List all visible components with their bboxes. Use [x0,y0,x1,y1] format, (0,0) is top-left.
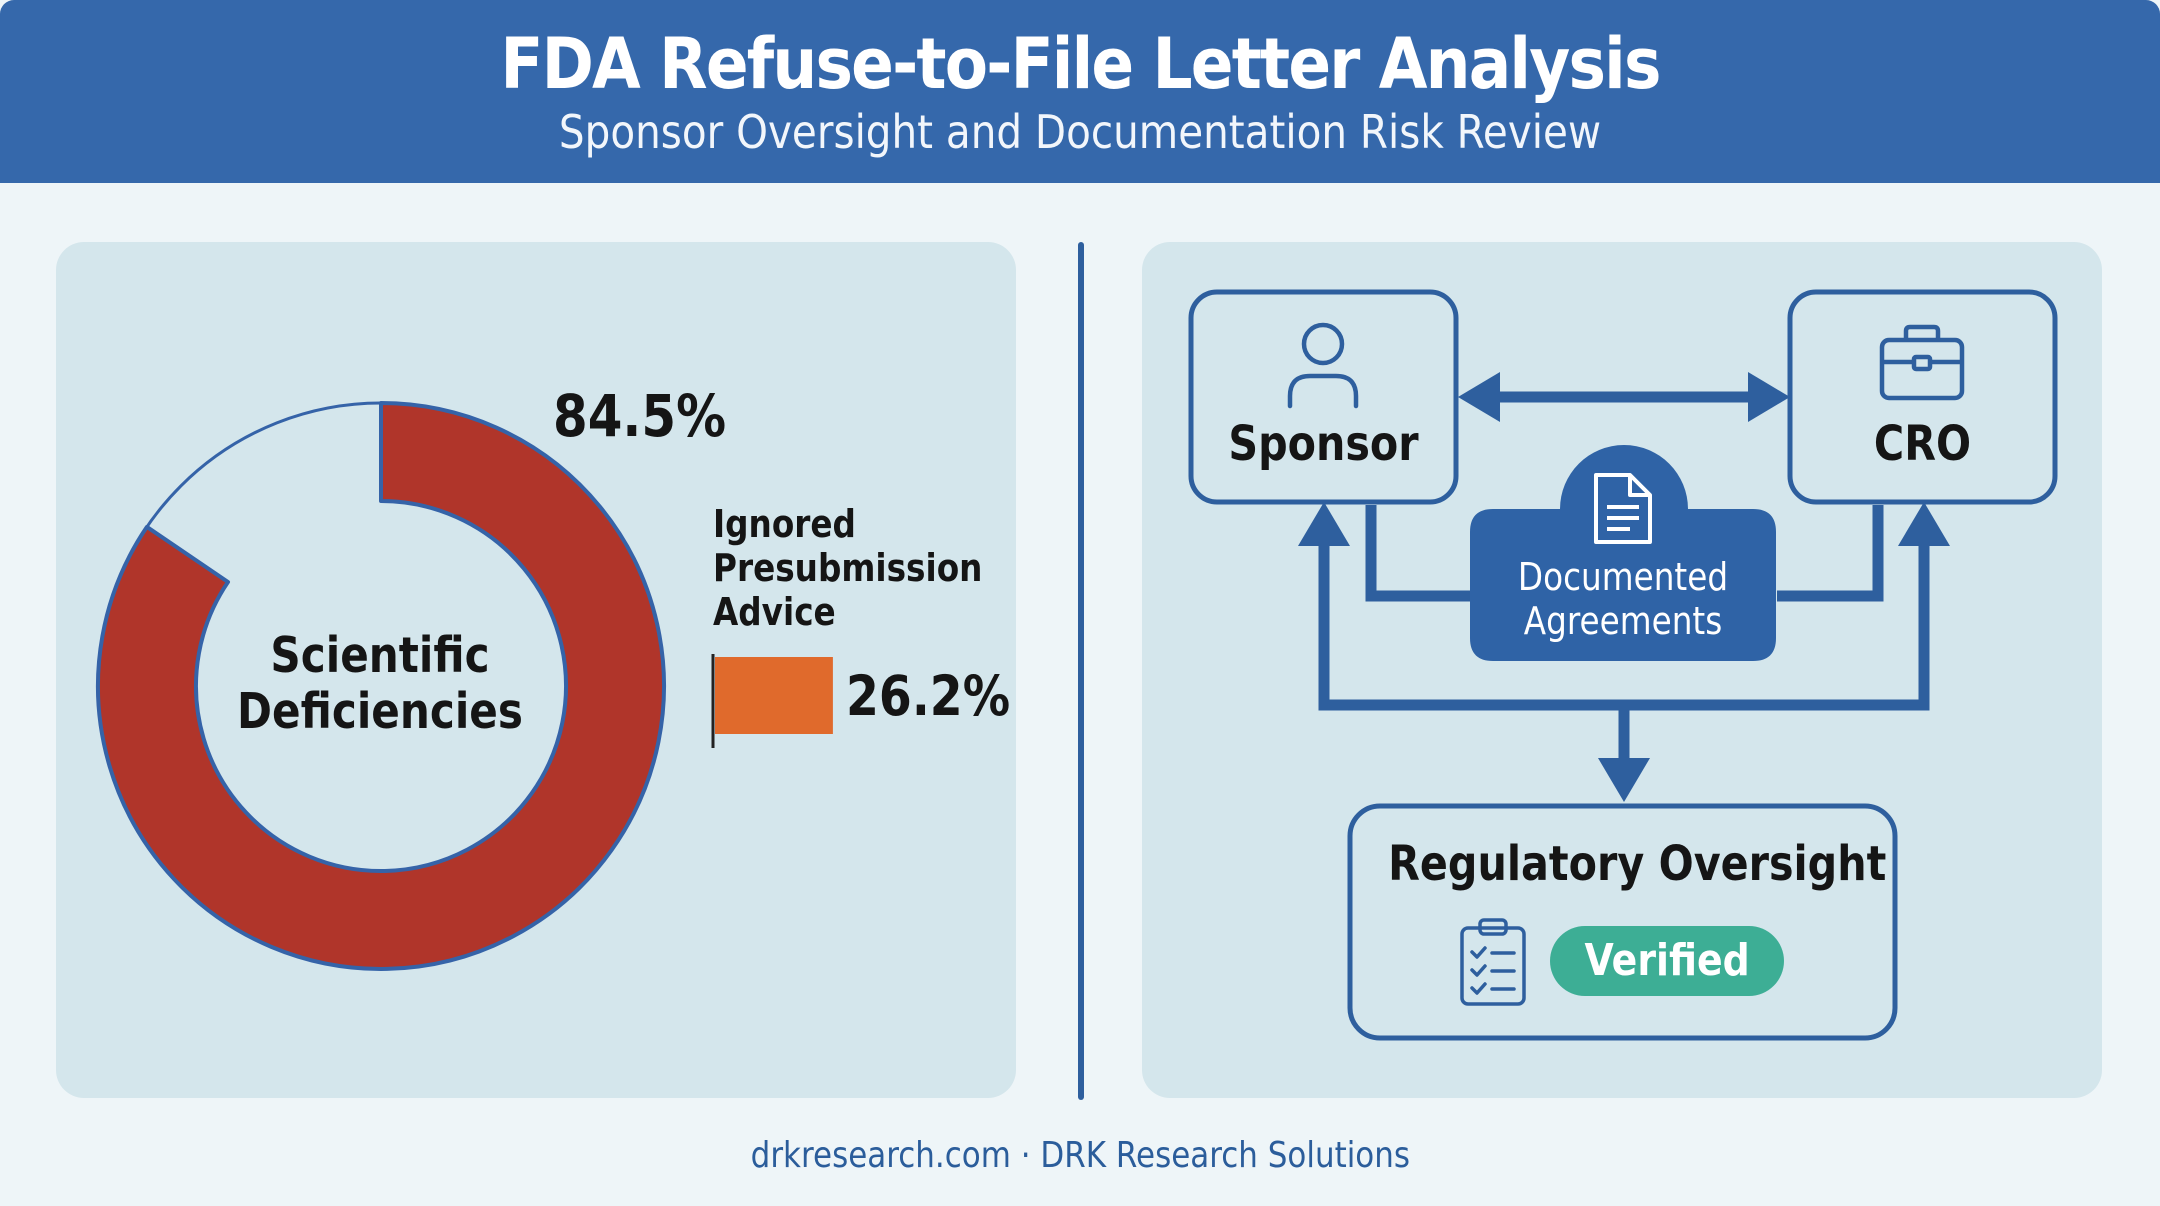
donut-value-label: 84.5% [553,382,727,450]
agreements-label: Documented Agreements [1517,555,1729,643]
sponsor-box [1188,289,1459,505]
oversight-label: Regulatory Oversight [1388,836,1887,892]
bar-category-label: Ignored Presubmission Advice [713,502,983,634]
connector-lines [1318,391,1930,760]
clipboard-checklist-icon [1460,918,1526,1006]
sponsor-label: Sponsor [1228,416,1419,472]
chart-panel [56,242,1016,1098]
bar-ignored-presubmission-advice [715,657,833,734]
document-icon [1594,473,1652,544]
bar-value-label: 26.2% [846,664,1011,728]
briefcase-icon [1879,324,1965,401]
verified-status-badge: Verified [1550,926,1784,996]
footer-credit: drkresearch.com · DRK Research Solutions [750,1135,1410,1176]
header-banner: FDA Refuse-to-File Letter Analysis Spons… [0,0,2160,183]
person-icon [1287,322,1359,409]
donut-slice-scientific-deficiencies [96,401,666,971]
donut-center-label: Scientific Deficiencies [237,627,523,740]
page-title: FDA Refuse-to-File Letter Analysis [500,23,1661,105]
cro-label: CRO [1873,416,1972,472]
arrowheads [1298,372,1950,802]
panel-divider [1078,242,1084,1100]
page-subtitle: Sponsor Oversight and Documentation Risk… [558,105,1602,159]
agreements-box [1470,445,1776,661]
